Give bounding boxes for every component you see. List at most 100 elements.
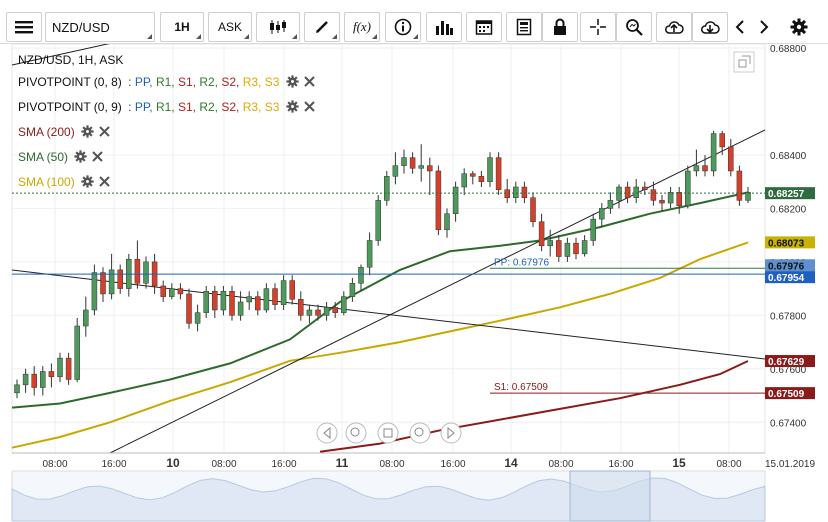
candle-body — [719, 133, 725, 148]
candle — [435, 165, 442, 236]
nav-zoom-out-button[interactable] — [345, 422, 367, 444]
triangle-right-icon — [447, 426, 455, 440]
candle-body — [547, 240, 553, 247]
candle — [323, 301, 330, 321]
settings-button[interactable] — [784, 12, 814, 42]
x-tick-label: 14 — [504, 456, 518, 470]
price-chart[interactable]: PP: 0.67976 S1: 0.67509 0.68800 0.68400 0.6… — [0, 44, 828, 522]
nav-prev-button[interactable] — [316, 422, 338, 444]
y-tick-label: 0.67600 — [770, 365, 807, 376]
zoom-button[interactable] — [616, 12, 652, 42]
price-tag: 0.67976 — [765, 259, 815, 272]
candle — [91, 264, 98, 316]
info-button[interactable] — [385, 12, 421, 42]
calendar-button[interactable] — [466, 12, 502, 42]
gear-icon[interactable] — [286, 100, 299, 113]
price-side-selector[interactable]: ASK — [208, 12, 252, 42]
price-tag-box — [765, 187, 815, 200]
x-tick-label: 16:00 — [440, 459, 465, 470]
legend-level-r1: R1, — [155, 100, 178, 114]
news-button[interactable] — [506, 12, 542, 42]
candle-body — [401, 157, 407, 166]
candle-body — [203, 291, 209, 313]
indicators-button[interactable]: f(x) — [344, 12, 380, 42]
legend-item-pivotpoint-0-8[interactable]: PIVOTPOINT (0, 8) : PP, R1, S1, R2, S2, … — [18, 75, 315, 89]
level-label: S1: 0.67509 — [494, 382, 548, 393]
candle — [745, 187, 751, 204]
legend-item-pivotpoint-0-9[interactable]: PIVOTPOINT (0, 9) : PP, R1, S1, R2, S2, … — [18, 100, 315, 114]
menu-button[interactable] — [6, 12, 42, 42]
candle-body — [521, 186, 528, 198]
nav-reset-button[interactable] — [377, 422, 399, 444]
candle — [470, 170, 476, 185]
candle-body — [160, 285, 166, 297]
sma-200-line — [319, 360, 749, 453]
legend-level-pp: PP, — [134, 75, 156, 89]
legend-item-sma-100[interactable]: SMA (100) — [18, 175, 110, 189]
candle-body — [676, 192, 682, 206]
candle — [728, 138, 734, 177]
gear-icon[interactable] — [74, 150, 87, 163]
candle-body — [384, 176, 390, 201]
candle — [650, 181, 657, 206]
candle-body — [418, 165, 424, 169]
candle — [203, 285, 209, 319]
trend-line-up[interactable] — [109, 129, 766, 454]
candle — [573, 237, 579, 260]
lock-button[interactable] — [542, 12, 578, 42]
close-icon[interactable] — [99, 126, 110, 137]
gear-icon[interactable] — [81, 125, 94, 138]
gear-icon[interactable] — [286, 75, 299, 88]
candle — [83, 296, 89, 337]
nav-zoom-in-button[interactable] — [409, 422, 431, 444]
x-tick-label: 08:00 — [548, 459, 573, 470]
candlestick-icon — [270, 20, 286, 34]
navigator-window[interactable] — [569, 470, 651, 522]
candle — [246, 291, 252, 310]
scroll-left-button[interactable] — [728, 12, 752, 42]
chart-type-button[interactable] — [256, 12, 300, 42]
candle — [521, 181, 528, 204]
legend-label: PIVOTPOINT (0, 9) — [18, 100, 122, 114]
candle — [143, 256, 149, 289]
candle-body — [74, 325, 80, 380]
document-icon — [516, 18, 532, 36]
upload-button[interactable] — [656, 12, 692, 42]
close-icon[interactable] — [99, 176, 110, 187]
trend-line-down[interactable] — [11, 269, 766, 360]
x-tick-label: 16:00 — [608, 459, 633, 470]
candle-body — [177, 288, 184, 295]
candle — [478, 170, 485, 188]
symbol-selector[interactable]: NZD/USD — [45, 12, 155, 42]
price-tag-box — [765, 271, 815, 284]
close-icon[interactable] — [304, 101, 315, 112]
timeframe-selector[interactable]: 1H — [160, 12, 204, 42]
download-button[interactable] — [692, 12, 728, 42]
x-tick-label: 10 — [166, 456, 180, 470]
legend-item-sma-200[interactable]: SMA (200) — [18, 125, 110, 139]
y-tick-label: 0.67400 — [770, 418, 807, 429]
close-icon[interactable] — [304, 76, 315, 87]
close-icon[interactable] — [92, 151, 104, 162]
scroll-right-button[interactable] — [752, 12, 776, 42]
legend-item-sma-50[interactable]: SMA (50) — [18, 150, 104, 164]
y-tick-label: 0.68800 — [770, 44, 807, 55]
triangle-left-icon — [323, 426, 331, 440]
info-icon — [394, 18, 412, 36]
function-icon: f(x) — [352, 19, 372, 34]
candle-body — [143, 261, 149, 284]
draw-tools-button[interactable] — [304, 12, 340, 42]
candle — [31, 366, 37, 396]
volume-button[interactable] — [426, 12, 462, 42]
nav-next-button[interactable] — [440, 422, 462, 444]
candle-body — [237, 301, 244, 316]
candle — [659, 195, 665, 212]
navigator[interactable] — [11, 470, 766, 522]
candle-body — [323, 307, 330, 316]
gear-icon[interactable] — [81, 175, 94, 188]
price-tag-value: 0.67954 — [768, 273, 805, 284]
trend-line-top[interactable] — [11, 44, 130, 66]
expand-button[interactable] — [733, 51, 755, 73]
candle — [616, 184, 622, 209]
crosshair-button[interactable] — [580, 12, 616, 42]
